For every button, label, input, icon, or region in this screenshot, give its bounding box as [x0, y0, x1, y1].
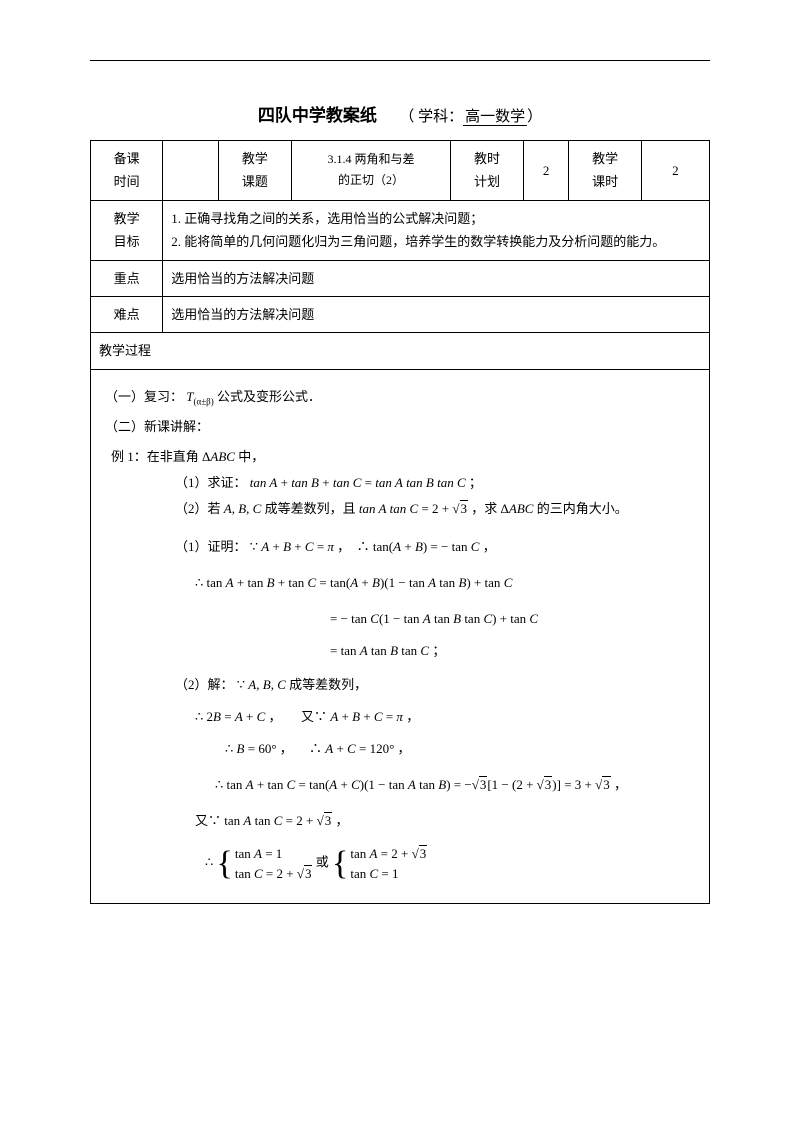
- subject-suffix: ）: [527, 109, 542, 125]
- sqrt-icon: 3: [412, 844, 428, 864]
- proof-line2: ∴ tan A + tan B + tan C = tan(A + B)(1 −…: [105, 570, 695, 596]
- sol2-line1-tail: 成等差数列，: [289, 677, 367, 692]
- difficulty-content: 选用恰当的方法解决问题: [163, 296, 710, 332]
- period-plan-label: 教时 计划: [451, 141, 523, 201]
- or-text: 或: [316, 855, 332, 870]
- case-1: { tan A = 1 tan C = 2 + 3: [217, 844, 313, 883]
- part2-tail: ，求 ΔABC 的三内角大小。: [468, 501, 628, 516]
- sol2-line3: ∴ B = 60° ， ∴ A + C = 120° ，: [105, 736, 695, 762]
- ex1-part2: （2）若 A, B, C 成等差数列，且 tan A tan C = 2 + 3…: [105, 496, 695, 522]
- review-label: （一）复习：: [105, 389, 183, 404]
- solution-2: （2）解： ∵ A, B, C 成等差数列，: [105, 672, 695, 698]
- subject-value: 高一数学: [463, 109, 527, 126]
- part1-eq: tan A + tan B + tan C = tan A tan B tan …: [250, 475, 482, 490]
- page-title-line: 四队中学教案纸 （ 学科：高一数学）: [90, 101, 710, 126]
- brace-icon: {: [217, 847, 233, 881]
- abc-text: ABC: [210, 449, 235, 464]
- sqrt3: 3: [419, 845, 428, 861]
- brace-icon: {: [332, 847, 348, 881]
- sqrt-icon: 3: [537, 772, 553, 798]
- proof-line4: = tan A tan B tan C ；: [105, 638, 695, 664]
- period-plan-value: 2: [523, 141, 569, 201]
- part1-label: （1）求证：: [175, 475, 247, 490]
- teach-goal-content: 1. 正确寻找角之间的关系，选用恰当的公式解决问题； 2. 能将简单的几何问题化…: [163, 200, 710, 260]
- ex1-tail: 中，: [235, 449, 264, 464]
- review-tail: 公式及变形公式．: [217, 389, 321, 404]
- sqrt-icon: 3: [595, 772, 611, 798]
- table-row: 难点 选用恰当的方法解决问题: [91, 296, 710, 332]
- case1-row2: tan C = 2 + 3: [235, 864, 313, 884]
- sqrt-icon: 3: [297, 864, 313, 884]
- class-hour-label: 教学 课时: [569, 141, 641, 201]
- topic-line2: 的正切（2）: [338, 173, 404, 187]
- sol2-cases: ∴ { tan A = 1 tan C = 2 + 3 或 { tan A = …: [105, 844, 695, 883]
- sqrt3: 3: [479, 776, 488, 792]
- proof-line3: = − tan C(1 − tan A tan B tan C) + tan C: [105, 606, 695, 632]
- sqrt3: 3: [544, 776, 553, 792]
- proof-1: （1）证明： ∵ A + B + C = π ， ∴ tan(A + B) = …: [105, 534, 695, 560]
- table-row: 备课 时间 教学 课题 3.1.4 两角和与差 的正切（2） 教时 计划 2 教…: [91, 141, 710, 201]
- school-title: 四队中学教案纸: [258, 106, 377, 125]
- sqrt3: 3: [304, 865, 313, 881]
- topic-line1: 3.1.4 两角和与差: [327, 152, 414, 166]
- keypoint-label: 重点: [91, 260, 163, 296]
- sqrt-icon: 3: [452, 496, 468, 522]
- top-rule: [90, 60, 710, 61]
- proof-label: （1）证明：: [175, 539, 247, 554]
- prep-time-value: [163, 141, 219, 201]
- part2-mid: 成等差数列，且: [261, 501, 359, 516]
- difficulty-label: 难点: [91, 296, 163, 332]
- proof-line1: ∵ A + B + C = π ， ∴ tan(A + B) = − tan C…: [250, 539, 496, 554]
- teach-goal-label: 教学 目标: [91, 200, 163, 260]
- table-row: 教学 目标 1. 正确寻找角之间的关系，选用恰当的公式解决问题； 2. 能将简单…: [91, 200, 710, 260]
- case2-row1: tan A = 2 + 3: [350, 844, 427, 864]
- table-row: 重点 选用恰当的方法解决问题: [91, 260, 710, 296]
- sol2-line4: ∴ tan A + tan C = tan(A + C)(1 − tan A t…: [105, 772, 695, 798]
- sol2-line5: 又∵ tan A tan C = 2 + 3 ，: [105, 808, 695, 834]
- sol2-label: （2）解：: [175, 677, 234, 692]
- prep-time-label: 备课 时间: [91, 141, 163, 201]
- case-2: { tan A = 2 + 3 tan C = 1: [332, 844, 427, 883]
- ex1-pre: 例 1：在非直角: [111, 449, 202, 464]
- table-row: 教学过程: [91, 333, 710, 369]
- process-label: 教学过程: [91, 333, 710, 369]
- ex1-part1: （1）求证： tan A + tan B + tan C = tan A tan…: [105, 470, 695, 496]
- sqrt-icon: 3: [472, 772, 488, 798]
- sol2-line2: ∴ 2B = A + C ， 又∵ A + B + C = π ，: [105, 704, 695, 730]
- example-1-head: 例 1：在非直角 ΔABC 中，: [105, 444, 695, 470]
- section-new: （二）新课讲解：: [105, 414, 695, 440]
- sqrt3: 3: [324, 812, 333, 828]
- lesson-content: （一）复习： T(α±β) 公式及变形公式． （二）新课讲解： 例 1：在非直角…: [90, 370, 710, 905]
- part2-label: （2）若: [175, 501, 224, 516]
- keypoint-content: 选用恰当的方法解决问题: [163, 260, 710, 296]
- therefore: ∴: [205, 855, 217, 870]
- formula-T: T: [186, 389, 193, 404]
- sqrt-icon: 3: [317, 808, 333, 834]
- subject-label: （ 学科：: [399, 109, 463, 125]
- case2-row2: tan C = 1: [350, 864, 427, 884]
- lesson-plan-table: 备课 时间 教学 课题 3.1.4 两角和与差 的正切（2） 教时 计划 2 教…: [90, 140, 710, 370]
- sol2-line1: ∵ A, B, C: [237, 677, 289, 692]
- part2-abc: A, B, C: [224, 501, 262, 516]
- formula-sub: (α±β): [194, 396, 214, 406]
- course-topic-value: 3.1.4 两角和与差 的正切（2）: [291, 141, 451, 201]
- section-review: （一）复习： T(α±β) 公式及变形公式．: [105, 384, 695, 411]
- sqrt3: 3: [602, 776, 611, 792]
- course-topic-label: 教学 课题: [219, 141, 291, 201]
- case1-row1: tan A = 1: [235, 844, 313, 864]
- sqrt3: 3: [460, 500, 469, 516]
- class-hour-value: 2: [641, 141, 709, 201]
